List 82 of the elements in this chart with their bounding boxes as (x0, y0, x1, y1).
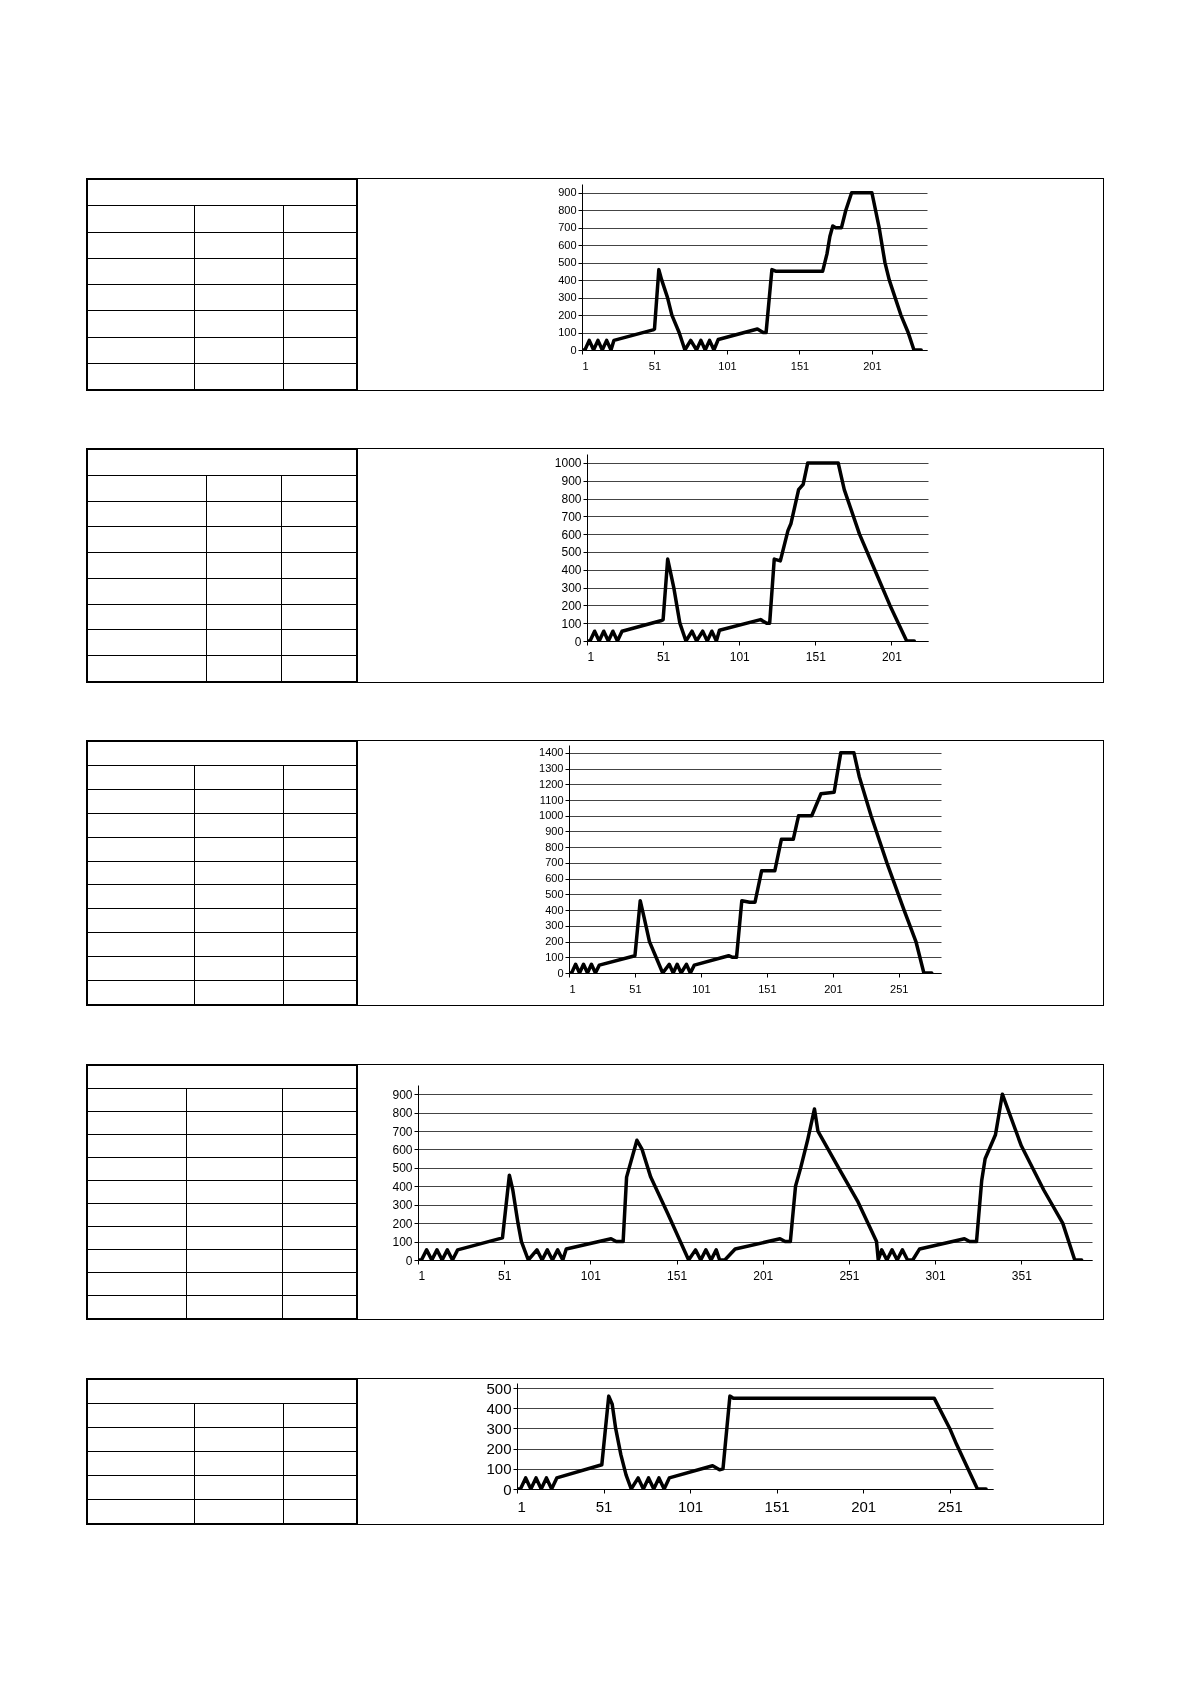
x-tick-label: 251 (937, 1497, 963, 1515)
y-tick-label: 300 (561, 581, 582, 596)
y-tick-label: 400 (545, 903, 564, 916)
y-tick-label: 1300 (539, 762, 564, 775)
x-tick-label: 201 (863, 359, 882, 372)
y-tick-label: 0 (557, 966, 564, 979)
y-tick-label: 800 (558, 203, 577, 216)
y-tick-label: 200 (392, 1216, 413, 1231)
y-tick-label: 300 (545, 919, 564, 932)
y-tick-label: 100 (545, 950, 564, 963)
y-tick-label: 1100 (539, 793, 564, 806)
y-tick-label: 800 (561, 492, 582, 507)
x-tick-label: 101 (718, 359, 737, 372)
x-tick-label: 201 (753, 1268, 774, 1283)
y-tick-label: 300 (486, 1419, 512, 1437)
y-tick-label: 400 (561, 563, 582, 578)
y-tick-label: 900 (392, 1087, 413, 1102)
x-tick-label: 51 (595, 1497, 613, 1515)
x-tick-label: 151 (805, 649, 827, 664)
y-tick-label: 0 (570, 343, 577, 356)
x-tick-label: 1 (582, 359, 589, 372)
x-tick-label: 351 (1011, 1268, 1033, 1283)
y-tick-label: 400 (558, 273, 577, 286)
y-tick-label: 400 (392, 1179, 413, 1194)
x-tick-label: 1 (587, 649, 595, 664)
y-tick-label: 100 (486, 1460, 512, 1478)
x-tick-label: 251 (839, 1268, 860, 1283)
x-tick-label: 151 (758, 982, 777, 995)
x-tick-label: 151 (764, 1497, 790, 1515)
x-tick-label: 201 (851, 1497, 877, 1515)
y-tick-label: 600 (561, 527, 582, 542)
y-tick-label: 0 (405, 1253, 413, 1268)
x-tick-label: 101 (729, 649, 751, 664)
y-tick-label: 200 (561, 598, 582, 613)
y-tick-label: 700 (558, 221, 577, 234)
x-tick-label: 151 (790, 359, 810, 372)
y-tick-label: 100 (558, 326, 577, 339)
y-tick-label: 100 (561, 616, 582, 631)
y-tick-label: 600 (545, 872, 564, 885)
y-tick-label: 1000 (554, 456, 582, 471)
y-tick-label: 200 (545, 935, 564, 948)
y-tick-label: 200 (558, 308, 577, 321)
x-tick-label: 101 (580, 1268, 602, 1283)
y-tick-label: 300 (558, 291, 577, 304)
y-tick-label: 700 (392, 1124, 413, 1139)
x-tick-label: 51 (648, 359, 662, 372)
y-tick-label: 700 (561, 509, 582, 524)
y-tick-label: 200 (486, 1440, 512, 1458)
y-tick-label: 800 (545, 840, 564, 853)
y-tick-label: 900 (561, 474, 582, 489)
y-tick-label: 100 (392, 1235, 413, 1250)
y-tick-label: 900 (558, 186, 577, 199)
x-tick-label: 201 (824, 982, 843, 995)
y-tick-label: 1200 (539, 777, 564, 790)
x-tick-label: 101 (692, 982, 711, 995)
y-tick-label: 300 (392, 1198, 413, 1213)
y-tick-label: 800 (392, 1106, 413, 1121)
x-tick-label: 1 (517, 1497, 526, 1515)
x-tick-label: 51 (629, 982, 642, 995)
y-tick-label: 500 (558, 256, 577, 269)
y-tick-label: 500 (545, 887, 564, 900)
x-tick-label: 251 (890, 982, 909, 995)
y-tick-label: 0 (574, 634, 582, 649)
y-tick-label: 400 (486, 1399, 512, 1417)
y-tick-label: 900 (545, 824, 564, 837)
y-tick-label: 500 (561, 545, 582, 560)
x-tick-label: 51 (656, 649, 671, 664)
x-tick-label: 201 (881, 649, 903, 664)
x-tick-label: 101 (678, 1497, 704, 1515)
y-tick-label: 700 (545, 856, 564, 869)
x-tick-label: 51 (498, 1268, 512, 1283)
y-tick-label: 1400 (539, 746, 564, 759)
x-tick-label: 1 (418, 1268, 426, 1283)
y-tick-label: 1000 (539, 809, 564, 822)
y-tick-label: 600 (392, 1142, 413, 1157)
y-tick-label: 500 (392, 1161, 413, 1176)
x-tick-label: 1 (569, 982, 576, 995)
y-tick-label: 600 (558, 238, 577, 251)
y-tick-label: 0 (503, 1480, 512, 1498)
y-tick-label: 500 (486, 1379, 512, 1397)
x-tick-label: 301 (925, 1268, 946, 1283)
x-tick-label: 151 (667, 1268, 688, 1283)
